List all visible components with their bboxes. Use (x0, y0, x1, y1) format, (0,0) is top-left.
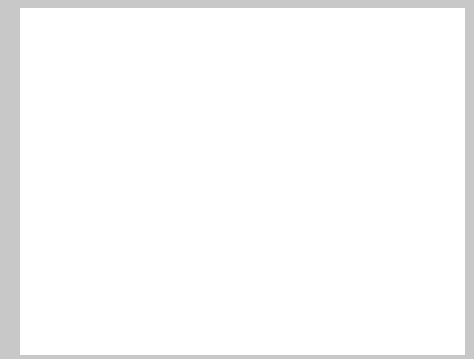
Text: 49: 49 (357, 243, 369, 252)
Bar (374, 153, 385, 294)
Text: 1: 1 (210, 281, 216, 290)
Text: 2: 2 (260, 280, 266, 289)
Text: 9: 9 (310, 274, 316, 283)
Bar (424, 66, 435, 294)
Bar (341, 286, 352, 294)
Text: 5: 5 (327, 278, 333, 286)
Text: 3: 3 (94, 279, 100, 288)
Bar (174, 292, 185, 294)
Text: 5: 5 (277, 278, 283, 286)
Text: 2: 2 (160, 280, 166, 289)
Bar (158, 293, 169, 294)
Text: 3: 3 (44, 279, 49, 288)
Text: 3: 3 (293, 279, 300, 288)
Text: 11: 11 (341, 273, 352, 282)
Text: 1: 1 (60, 281, 66, 290)
Bar (274, 290, 285, 294)
Bar (308, 287, 319, 294)
Text: 59: 59 (441, 235, 452, 244)
Text: 5: 5 (244, 278, 249, 286)
Bar (441, 248, 452, 294)
Bar (358, 256, 369, 294)
Bar (391, 168, 402, 294)
Text: 162: 162 (388, 155, 405, 164)
Text: 291: 291 (421, 53, 438, 62)
Bar (124, 290, 135, 294)
Bar (108, 293, 118, 294)
Text: 180: 180 (371, 140, 388, 149)
Text: 11: 11 (74, 273, 86, 282)
Bar (241, 290, 252, 294)
Bar (291, 292, 302, 294)
Text: 91: 91 (407, 210, 419, 219)
Bar (258, 293, 269, 294)
Title: Earthquakes, Oklahoma, 1990-2014: Earthquakes, Oklahoma, 1990-2014 (84, 11, 409, 29)
Bar (408, 223, 419, 294)
Text: 3: 3 (177, 279, 182, 288)
Bar (74, 286, 85, 294)
Bar (91, 292, 102, 294)
Bar (41, 292, 52, 294)
Text: 6: 6 (127, 277, 133, 286)
Text: 1: 1 (144, 281, 149, 290)
Text: 2: 2 (110, 280, 116, 289)
Bar (324, 290, 335, 294)
Text: 1: 1 (193, 281, 200, 290)
Text: 0: 0 (227, 281, 233, 290)
